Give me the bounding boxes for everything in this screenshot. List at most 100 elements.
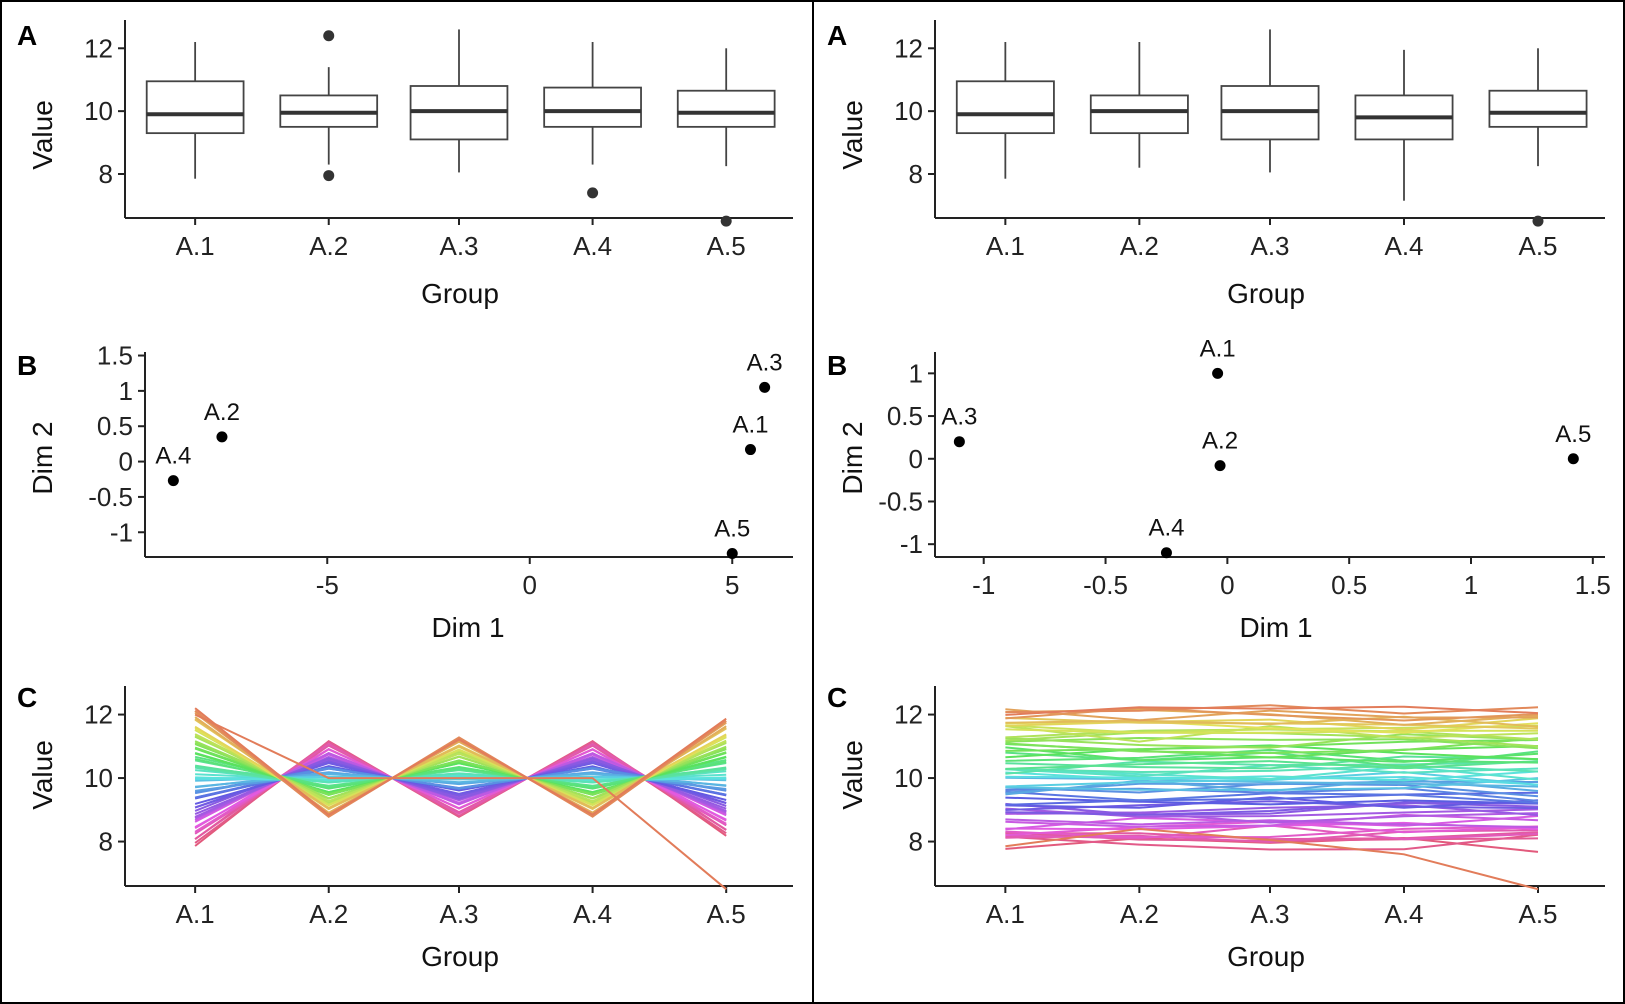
x-tick-label: 1 — [1464, 570, 1478, 600]
y-axis-title: Value — [27, 100, 58, 170]
y-tick-label: 1 — [909, 358, 923, 388]
y-axis-title: Dim 2 — [27, 421, 58, 494]
y-tick-label: 8 — [909, 827, 923, 857]
series-line — [194, 709, 727, 819]
x-tick-label: A.3 — [1250, 231, 1289, 261]
y-tick-label: 8 — [99, 159, 113, 189]
point-label: A.1 — [732, 412, 768, 439]
point-label: A.4 — [155, 443, 191, 470]
box — [543, 86, 642, 128]
plot-area: 8 10 12 A.1 A.2 A.3 A.4 A.5 — [894, 686, 1605, 929]
series-line — [194, 713, 727, 890]
series-line — [1005, 791, 1539, 806]
series-line — [1005, 796, 1539, 809]
x-tick-label: A.4 — [573, 899, 612, 929]
series-line — [1005, 748, 1539, 764]
data-point — [744, 444, 756, 456]
x-tick-label: 0 — [523, 570, 537, 600]
outlier-point — [587, 187, 599, 199]
series-line — [1005, 813, 1539, 828]
series-line — [1005, 705, 1539, 716]
x-axis-title: Group — [1227, 941, 1305, 972]
panel-letter-c: C — [17, 682, 37, 713]
x-tick-label: 0.5 — [1331, 570, 1367, 600]
y-tick-label: 8 — [99, 827, 113, 857]
panel-letter-c: C — [827, 682, 847, 713]
series-line — [1005, 770, 1539, 782]
outlier-point — [323, 170, 335, 182]
outlier-point — [323, 30, 335, 42]
x-tick-label: -5 — [316, 570, 339, 600]
y-tick-label: -1 — [110, 517, 133, 547]
series-line — [1005, 760, 1539, 770]
y-tick-label: 10 — [84, 96, 113, 126]
y-axis-title: Value — [837, 740, 868, 810]
panel-letter-b: B — [827, 350, 847, 381]
x-tick-label: A.2 — [1120, 231, 1159, 261]
data-point — [759, 381, 771, 393]
plot-area: 8 10 12 A.1 A.2 A.3 A.4 A.5 — [894, 20, 1605, 261]
series-line — [1005, 744, 1539, 761]
box — [676, 89, 776, 128]
y-tick-label: 0 — [909, 444, 923, 474]
data-point — [167, 475, 179, 487]
series-line — [1005, 833, 1539, 851]
series-line — [1005, 737, 1539, 755]
y-tick-label: 1.5 — [97, 341, 133, 371]
y-tick-label: 0.5 — [97, 411, 133, 441]
point-label: A.2 — [1202, 428, 1238, 455]
x-tick-label: -0.5 — [1083, 570, 1128, 600]
data-point — [1212, 367, 1224, 379]
series-line — [1005, 704, 1539, 715]
right-panel-b: B Dim 2 Dim 1 -1 -0.5 0 0.5 1 -1 -0.5 0 0.5 1 1.5 A… — [827, 335, 1611, 643]
x-tick-label: A.5 — [1518, 899, 1557, 929]
x-axis-title: Dim 1 — [1239, 612, 1312, 643]
series-line — [1005, 780, 1539, 794]
point-label: A.2 — [204, 399, 240, 426]
y-axis-title: Value — [27, 740, 58, 810]
point-label: A.3 — [941, 404, 977, 431]
panel-letter-a: A — [17, 20, 37, 51]
series-line — [194, 752, 727, 819]
y-axis-title: Value — [837, 100, 868, 170]
x-tick-label: A.1 — [986, 231, 1025, 261]
box — [1488, 89, 1588, 128]
series-line — [1005, 801, 1539, 816]
series-line — [194, 744, 727, 840]
x-tick-label: A.3 — [439, 231, 478, 261]
y-tick-label: -0.5 — [878, 486, 923, 516]
x-tick-label: A.2 — [1120, 899, 1159, 929]
box — [955, 80, 1055, 135]
plot-area: 8 10 12 A.1 A.2 A.3 A.4 A.5 — [84, 686, 793, 929]
x-tick-label: A.5 — [1518, 231, 1557, 261]
x-axis-title: Group — [1227, 278, 1305, 309]
series-line — [1005, 725, 1539, 743]
point-label: A.5 — [1555, 421, 1591, 448]
panel-letter-a: A — [827, 20, 847, 51]
x-tick-label: A.5 — [707, 899, 746, 929]
y-tick-label: 10 — [894, 763, 923, 793]
outlier-point — [720, 215, 732, 227]
box — [1089, 94, 1189, 135]
x-tick-label: A.4 — [573, 231, 612, 261]
y-tick-label: 10 — [84, 763, 113, 793]
y-tick-label: 8 — [909, 159, 923, 189]
data-point — [726, 547, 738, 559]
x-tick-label: 0 — [1220, 570, 1234, 600]
series-line — [1005, 764, 1539, 774]
y-tick-label: -0.5 — [88, 482, 133, 512]
x-tick-label: A.4 — [1384, 231, 1423, 261]
y-tick-label: 12 — [894, 700, 923, 730]
point-label: A.5 — [714, 515, 750, 542]
data-point — [216, 431, 228, 443]
y-axis-title: Dim 2 — [837, 421, 868, 494]
right-frame — [812, 0, 1625, 1004]
left-panel-b: B Dim 2 Dim 1 -1 -0.5 0 0.5 1 1.5 -5 0 5 A.3 A.1 A.… — [17, 341, 793, 643]
x-tick-label: A.1 — [986, 899, 1025, 929]
series-line — [1005, 796, 1539, 806]
point-label: A.3 — [747, 349, 783, 376]
y-tick-label: 0.5 — [887, 401, 923, 431]
box — [145, 80, 245, 135]
plot-area: 8 10 12 A.1 A.2 A.3 A.4 A.5 — [84, 20, 793, 261]
